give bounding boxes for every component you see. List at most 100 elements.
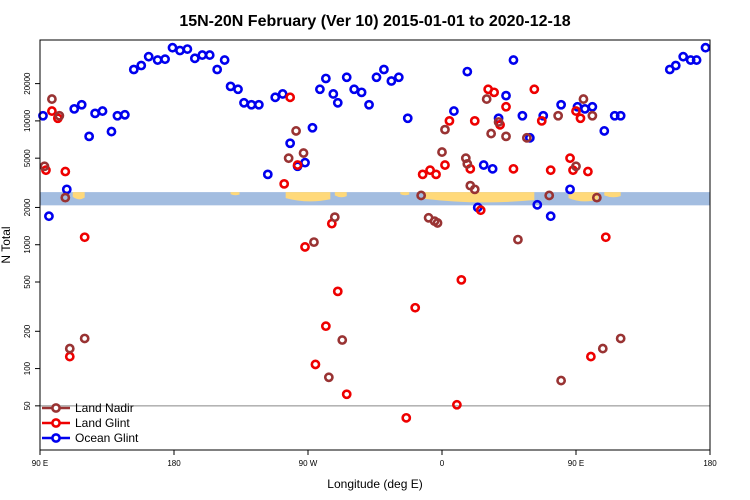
land-glint-point: [536, 115, 547, 126]
land-nadir-point: [481, 94, 492, 104]
ocean-glint-point: [565, 184, 575, 195]
ocean-glint-point: [253, 99, 264, 110]
land-glint-point: [332, 286, 343, 297]
ocean-glint-point: [76, 99, 87, 110]
land-nadir-point: [432, 218, 443, 228]
land-glint-point: [310, 359, 321, 370]
ocean-glint-point: [393, 72, 404, 83]
land-nadir-point: [462, 158, 473, 169]
ocean-glint-point: [160, 54, 170, 65]
map-band-ocean: [40, 192, 710, 206]
x-tick-label: 0: [440, 459, 445, 468]
ocean-glint-point: [449, 106, 459, 116]
land-glint-point: [47, 106, 57, 116]
ocean-glint-point: [225, 81, 236, 92]
legend-label: Ocean Glint: [75, 431, 139, 445]
x-tick-label: 180: [167, 459, 181, 468]
ocean-glint-point: [119, 109, 130, 120]
ocean-glint-point: [517, 110, 528, 121]
land-nadir-point: [416, 190, 427, 201]
land-glint-point: [583, 166, 593, 177]
map-land-patch: [604, 192, 621, 198]
land-nadir-point: [513, 234, 523, 245]
land-glint-point: [529, 84, 540, 95]
ocean-glint-point: [478, 160, 489, 170]
land-nadir-point: [615, 333, 626, 344]
ocean-glint-point: [246, 99, 257, 110]
land-nadir-point: [578, 94, 589, 104]
y-axis-label: N Total: [0, 226, 13, 263]
ocean-glint-point: [508, 55, 519, 65]
land-glint-point: [475, 205, 486, 216]
land-glint-point: [341, 389, 352, 400]
ocean-glint-point: [61, 184, 72, 195]
ocean-glint-point: [501, 90, 511, 101]
y-tick-label: 10000: [23, 109, 32, 132]
land-glint-point: [292, 160, 303, 170]
ocean-glint-point: [379, 64, 389, 75]
ocean-glint-point: [349, 84, 360, 95]
land-nadir-point: [79, 333, 90, 344]
ocean-glint-point: [386, 76, 397, 86]
ocean-glint-point: [212, 64, 223, 75]
x-axis-label: Longitude (deg E): [327, 477, 422, 491]
land-glint-point: [565, 153, 575, 164]
land-glint-point: [285, 92, 296, 103]
ocean-glint-point: [262, 169, 273, 180]
land-glint-point: [60, 166, 71, 177]
land-nadir-point: [486, 128, 497, 139]
land-glint-point: [501, 101, 511, 112]
ocean-glint-point: [175, 45, 185, 56]
land-glint-point: [444, 115, 455, 126]
ocean-glint-point: [84, 131, 95, 142]
land-nadir-point: [591, 192, 602, 203]
land-nadir-point: [47, 94, 57, 104]
map-land-patch: [285, 192, 331, 202]
land-glint-point: [545, 165, 556, 176]
land-nadir-point: [298, 148, 309, 158]
land-glint-point: [489, 87, 500, 98]
land-glint-point: [401, 412, 412, 423]
x-tick-label: 90 W: [299, 459, 318, 468]
ocean-glint-point: [189, 53, 200, 64]
land-nadir-point: [556, 375, 567, 386]
ocean-glint-point: [38, 110, 48, 121]
land-nadir-point: [291, 126, 301, 136]
ocean-glint-point: [112, 110, 123, 121]
world-map-band: [40, 192, 710, 206]
ocean-glint-point: [691, 55, 702, 65]
map-land-patch: [230, 192, 240, 196]
ocean-glint-point: [143, 51, 154, 62]
ocean-glint-point: [239, 97, 249, 108]
ocean-glint-point: [307, 122, 318, 133]
ocean-glint-point: [615, 110, 626, 121]
land-glint-point: [440, 160, 450, 170]
ocean-glint-point: [90, 108, 100, 119]
land-nadir-point: [597, 343, 608, 354]
y-tick-label: 2000: [23, 198, 32, 216]
land-glint-point: [417, 169, 428, 180]
ocean-glint-point: [700, 42, 711, 53]
ocean-glint-point: [538, 110, 549, 121]
land-nadir-point: [309, 237, 319, 248]
land-nadir-point: [469, 184, 480, 195]
land-glint-point: [410, 302, 421, 313]
x-tick-label: 180: [703, 459, 717, 468]
ocean-glint-point: [545, 211, 556, 222]
ocean-glint-point: [233, 84, 243, 95]
y-tick-label: 1000: [23, 235, 32, 253]
map-land-patch: [72, 192, 85, 200]
land-nadir-point: [283, 153, 294, 164]
land-nadir-point: [54, 110, 65, 121]
land-glint-point: [320, 321, 331, 332]
land-nadir-point: [60, 192, 71, 203]
ocean-glint-point: [371, 72, 382, 83]
land-nadir-point: [323, 372, 334, 383]
ocean-glint-point: [44, 211, 54, 222]
land-glint-point: [300, 242, 310, 252]
legend-marker: [51, 433, 61, 443]
land-glint-point: [79, 232, 90, 243]
ocean-glint-point: [277, 89, 288, 99]
ocean-glint-point: [106, 126, 117, 137]
